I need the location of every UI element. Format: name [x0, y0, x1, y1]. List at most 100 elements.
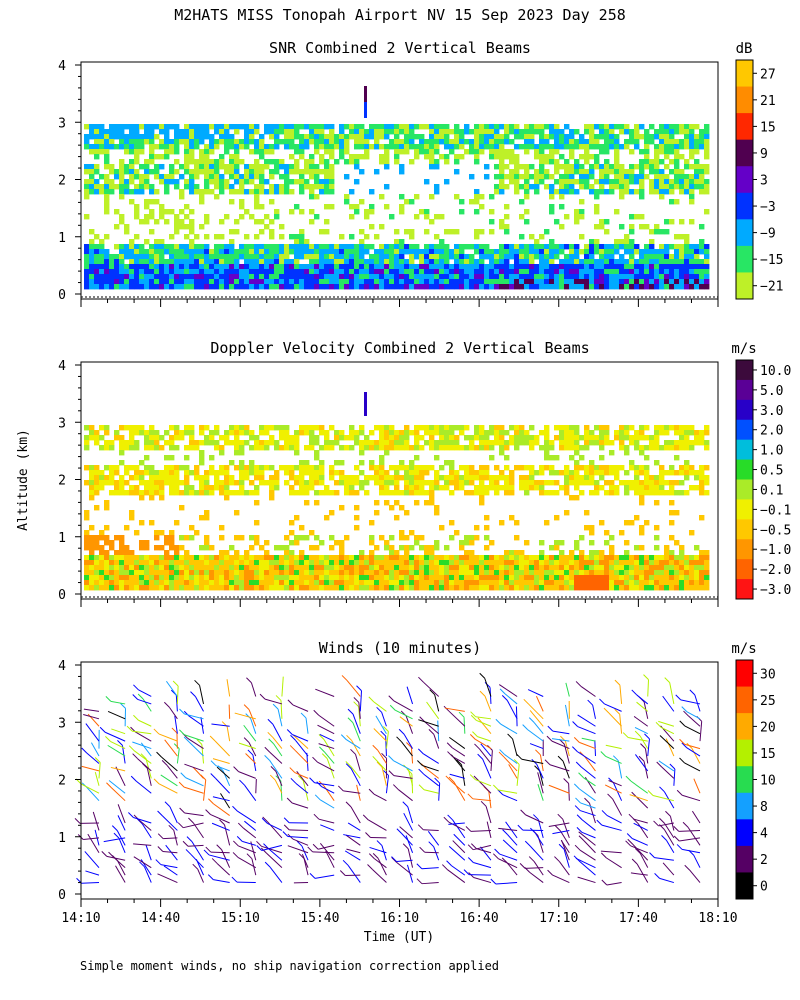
snr-cell	[304, 169, 310, 175]
snr-cell	[269, 249, 275, 255]
doppler-cell	[169, 485, 175, 491]
snr-cell	[234, 264, 240, 270]
snr-cell	[449, 144, 455, 150]
snr-cell	[174, 254, 180, 260]
doppler-cell	[214, 475, 220, 481]
snr-cell	[699, 179, 705, 185]
doppler-cell	[599, 585, 605, 591]
snr-cell	[99, 139, 105, 145]
doppler-cell	[524, 555, 530, 561]
snr-cell	[349, 204, 355, 210]
snr-cell	[454, 279, 460, 285]
snr-cell	[609, 164, 615, 170]
snr-cell	[694, 184, 700, 190]
doppler-cell	[639, 555, 645, 561]
doppler-cell	[309, 480, 315, 486]
snr-cell	[484, 279, 490, 285]
doppler-cell	[504, 430, 510, 436]
doppler-cell	[129, 565, 135, 571]
doppler-cell	[349, 585, 355, 591]
doppler-cell	[284, 555, 290, 561]
snr-cell	[209, 259, 215, 265]
doppler-cell	[484, 560, 490, 566]
doppler-cell	[634, 435, 640, 441]
doppler-cell	[214, 565, 220, 571]
doppler-cell	[184, 560, 190, 566]
doppler-cell	[379, 445, 385, 451]
doppler-cell	[304, 575, 310, 581]
snr-cell	[359, 139, 365, 145]
snr-cell	[624, 129, 630, 135]
snr-cell	[329, 169, 335, 175]
doppler-cell	[354, 480, 360, 486]
snr-cell	[509, 149, 515, 155]
doppler-cell	[589, 480, 595, 486]
doppler-cell	[264, 425, 270, 431]
doppler-cell	[364, 480, 370, 486]
colorbar-swatch	[736, 439, 753, 461]
doppler-cell	[349, 580, 355, 586]
doppler-cell	[589, 440, 595, 446]
doppler-cell	[184, 555, 190, 561]
snr-cell	[384, 184, 390, 190]
doppler-cell	[664, 560, 670, 566]
snr-cell	[464, 284, 470, 290]
wind-barb	[107, 744, 126, 757]
doppler-cell	[489, 480, 495, 486]
snr-cell	[169, 264, 175, 270]
doppler-cell	[104, 570, 110, 576]
doppler-cell	[224, 430, 230, 436]
snr-cell	[234, 219, 240, 225]
doppler-cell	[404, 535, 410, 541]
snr-cell	[509, 264, 515, 270]
doppler-cell	[679, 470, 685, 476]
snr-cell	[354, 209, 360, 215]
snr-cell	[259, 179, 265, 185]
snr-cell	[684, 179, 690, 185]
doppler-cell	[554, 560, 560, 566]
snr-cell	[499, 264, 505, 270]
snr-cell	[554, 124, 560, 130]
doppler-cell	[224, 580, 230, 586]
doppler-cell	[379, 430, 385, 436]
snr-cell	[199, 224, 205, 230]
doppler-cell	[89, 475, 95, 481]
doppler-cell	[344, 570, 350, 576]
snr-cell	[594, 139, 600, 145]
doppler-cell	[619, 570, 625, 576]
doppler-cell	[224, 475, 230, 481]
snr-cell	[144, 159, 150, 165]
doppler-cell	[234, 465, 240, 471]
snr-cell	[89, 274, 95, 280]
snr-cell	[194, 129, 200, 135]
snr-cell	[494, 174, 500, 180]
doppler-cell	[444, 565, 450, 571]
snr-cell	[409, 284, 415, 290]
snr-cell	[689, 199, 695, 205]
snr-cell	[174, 229, 180, 235]
snr-cell	[369, 254, 375, 260]
doppler-cell	[109, 480, 115, 486]
snr-cell	[139, 149, 145, 155]
snr-cell	[174, 274, 180, 280]
snr-cell	[574, 164, 580, 170]
doppler-cell	[84, 565, 90, 571]
doppler-cell	[594, 465, 600, 471]
doppler-cell	[689, 560, 695, 566]
snr-cell	[569, 284, 575, 290]
snr-cell	[589, 274, 595, 280]
snr-cell	[244, 174, 250, 180]
doppler-cell	[254, 470, 260, 476]
doppler-cell	[689, 585, 695, 591]
doppler-cell	[404, 425, 410, 431]
doppler-cell	[289, 530, 295, 536]
doppler-cell	[284, 560, 290, 566]
wind-barb	[116, 830, 126, 846]
snr-cell	[399, 249, 405, 255]
snr-cell	[564, 189, 570, 195]
doppler-cell	[379, 435, 385, 441]
doppler-cell	[599, 455, 605, 461]
snr-cell	[699, 259, 705, 265]
snr-cell	[474, 124, 480, 130]
snr-cell	[349, 124, 355, 130]
